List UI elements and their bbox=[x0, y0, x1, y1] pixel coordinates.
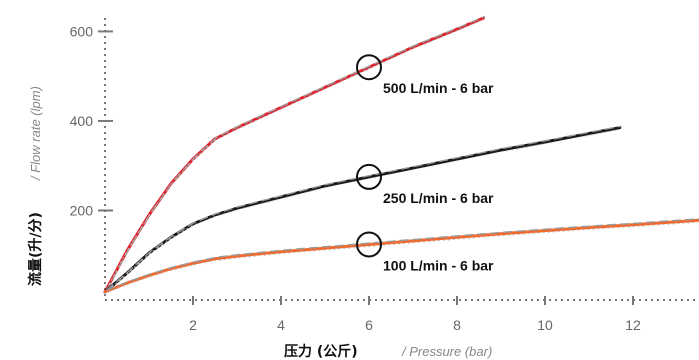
annotation-circle bbox=[356, 54, 382, 81]
series-dotted-line-1 bbox=[103, 19, 483, 295]
annotation-label: 250 L/min - 6 bar bbox=[383, 190, 494, 206]
series-dotted-line-3 bbox=[103, 221, 699, 295]
series-dashed-line-2 bbox=[106, 125, 622, 291]
annotation-circle bbox=[356, 163, 382, 190]
y-axis-subtitle: / Flow rate (lpm) bbox=[28, 86, 43, 181]
x-ticks: 2 4 6 8 10 12 bbox=[189, 296, 641, 333]
x-tick-label: 8 bbox=[453, 317, 461, 333]
x-axis-subtitle: / Pressure (bar) bbox=[401, 344, 492, 359]
x-tick-label: 4 bbox=[277, 317, 285, 333]
series-dotted-line-2 bbox=[103, 129, 619, 295]
annotation-label: 500 L/min - 6 bar bbox=[383, 80, 494, 96]
y-tick-label: 400 bbox=[70, 113, 94, 129]
series-line-3 bbox=[103, 218, 699, 294]
y-tick-label: 600 bbox=[70, 23, 94, 39]
series-dashed-line-1 bbox=[105, 15, 486, 291]
x-tick-label: 10 bbox=[537, 317, 553, 333]
x-tick-label: 2 bbox=[189, 317, 197, 333]
annotation-label: 100 L/min - 6 bar bbox=[383, 257, 494, 273]
annotation-circle bbox=[356, 231, 382, 258]
x-tick-label: 6 bbox=[365, 317, 373, 333]
series-group bbox=[103, 15, 699, 295]
y-tick-label: 200 bbox=[70, 202, 94, 218]
axes bbox=[104, 18, 699, 301]
x-axis-title: 压力 (公斤) bbox=[284, 343, 358, 360]
y-axis-title: 流量(升/分) bbox=[27, 212, 44, 286]
series-dashed-line-3 bbox=[106, 218, 699, 292]
x-tick-label: 12 bbox=[625, 317, 641, 333]
annotations: 500 L/min - 6 bar 250 L/min - 6 bar 100 L/… bbox=[356, 54, 494, 273]
y-ticks: 200 400 600 bbox=[70, 23, 113, 218]
